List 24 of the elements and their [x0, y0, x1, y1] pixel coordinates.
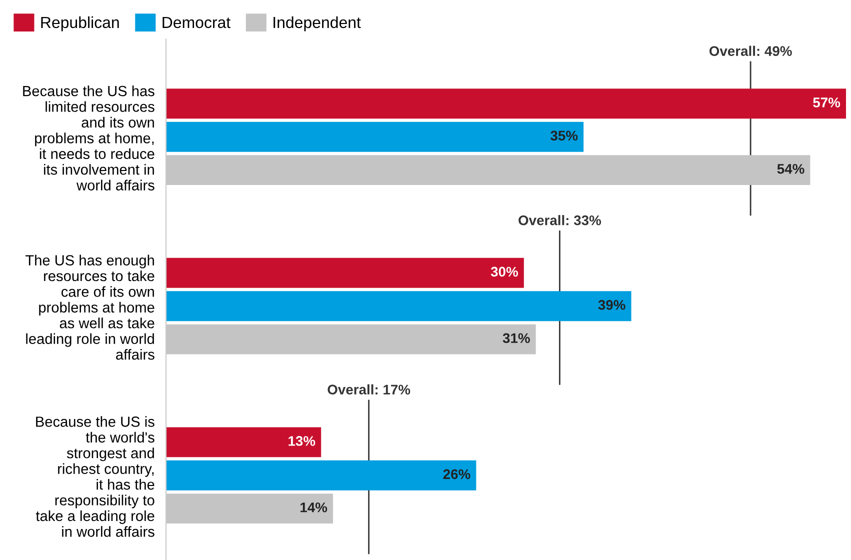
y-tick-label: Because the US is the world's strongest and richest country, it has the responsibility to take a leading role in world affairs	[36, 416, 154, 537]
data-label: 14%	[300, 502, 328, 512]
data-label: 30%	[490, 266, 518, 277]
bar	[166, 258, 524, 288]
legend-label: Democrat	[162, 16, 230, 28]
data-label: 31%	[502, 333, 530, 344]
bar	[166, 427, 322, 458]
bar	[166, 88, 846, 119]
y-tick-label: Because the US has limited resources and its own problems at home, it needs to reduce its involvement in world affairs	[23, 86, 154, 190]
bar	[166, 460, 476, 490]
data-label: 39%	[598, 300, 626, 310]
data-label: 54%	[777, 164, 804, 174]
ref-line-label: Overall: 49%	[709, 46, 792, 56]
y-tick-label: The US has enough resources to take care of its own problems at home as well as take leading role in world affairs	[26, 254, 154, 360]
bar	[166, 291, 632, 322]
ref-line-label: Overall: 17%	[328, 384, 410, 395]
bar	[166, 122, 584, 152]
data-label: 57%	[813, 98, 840, 108]
data-label: 13%	[288, 436, 316, 446]
ref-line-label: Overall: 33%	[518, 215, 602, 226]
legend-label: Republican	[41, 16, 119, 32]
data-label: 26%	[443, 469, 470, 480]
data-label: 35%	[550, 130, 578, 141]
legend-label: Independent	[274, 16, 361, 32]
